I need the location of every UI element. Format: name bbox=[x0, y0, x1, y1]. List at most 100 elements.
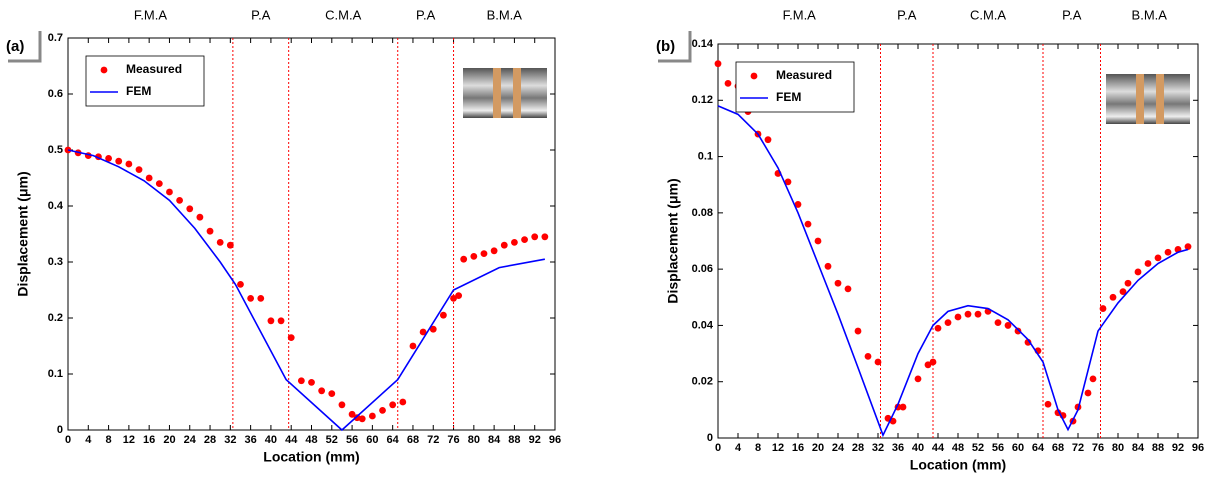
x-tick-label: 60 bbox=[1012, 442, 1024, 454]
x-tick-label: 72 bbox=[427, 434, 439, 446]
x-tick-label: 8 bbox=[106, 434, 112, 446]
data-point bbox=[1089, 375, 1097, 383]
data-point bbox=[511, 239, 518, 246]
panel-bracket bbox=[658, 31, 692, 63]
data-point bbox=[328, 390, 336, 397]
data-point bbox=[1154, 254, 1162, 262]
data-point bbox=[714, 60, 722, 68]
data-point bbox=[297, 377, 305, 385]
data-point bbox=[1164, 248, 1172, 256]
x-tick-label: 64 bbox=[387, 434, 400, 446]
x-tick-label: 92 bbox=[1172, 442, 1184, 454]
region-label: F.M.A bbox=[134, 7, 168, 22]
y-tick-label: 0.1 bbox=[48, 368, 63, 380]
x-tick-label: 20 bbox=[812, 442, 824, 454]
x-tick-label: 28 bbox=[852, 442, 864, 454]
legend-marker bbox=[100, 66, 108, 74]
data-point bbox=[944, 319, 952, 327]
data-point bbox=[1134, 268, 1142, 276]
y-tick-label: 0.1 bbox=[698, 150, 713, 162]
data-point bbox=[267, 317, 275, 325]
x-tick-label: 80 bbox=[468, 434, 480, 446]
x-tick-label: 16 bbox=[792, 442, 804, 454]
data-point bbox=[480, 250, 488, 257]
data-point bbox=[994, 319, 1002, 327]
x-tick-label: 8 bbox=[755, 442, 761, 454]
data-point bbox=[724, 80, 732, 87]
data-point bbox=[954, 313, 962, 321]
data-point bbox=[864, 352, 872, 360]
data-point bbox=[135, 166, 143, 174]
data-point bbox=[490, 247, 498, 255]
data-point bbox=[277, 317, 285, 325]
y-tick-label: 0.06 bbox=[692, 263, 713, 275]
data-point bbox=[1044, 400, 1052, 408]
panel: (b)0 4 8 12 16 20 24 28 32 36 40 44 48 52 56 60 64 68 72 76… bbox=[656, 7, 1204, 472]
x-tick-label: 40 bbox=[265, 434, 277, 446]
data-point bbox=[358, 415, 366, 423]
inset-bearing bbox=[1156, 74, 1164, 124]
data-point bbox=[368, 412, 376, 420]
data-point bbox=[784, 178, 792, 186]
y-tick-label: 0.5 bbox=[48, 144, 63, 156]
data-point bbox=[460, 255, 468, 263]
region-label: B.M.A bbox=[487, 7, 523, 22]
legend-label: Measured bbox=[776, 68, 832, 82]
data-point bbox=[125, 160, 133, 168]
x-tick-label: 48 bbox=[305, 434, 317, 446]
data-point bbox=[934, 324, 942, 332]
x-tick-label: 56 bbox=[346, 434, 358, 446]
data-point bbox=[166, 188, 173, 196]
data-point bbox=[1014, 327, 1022, 335]
data-point bbox=[379, 407, 386, 414]
region-label: B.M.A bbox=[1132, 7, 1168, 22]
x-tick-label: 88 bbox=[1152, 442, 1164, 454]
region-label: F.M.A bbox=[783, 7, 817, 22]
data-point bbox=[764, 136, 772, 144]
x-tick-label: 12 bbox=[123, 434, 135, 446]
x-tick-label: 32 bbox=[224, 434, 236, 446]
data-point bbox=[834, 279, 842, 287]
y-tick-label: 0 bbox=[57, 424, 63, 436]
data-point bbox=[115, 157, 123, 165]
data-point bbox=[804, 220, 812, 228]
x-tick-label: 0 bbox=[65, 434, 71, 446]
data-point bbox=[929, 358, 937, 366]
legend-marker bbox=[750, 72, 758, 80]
x-axis-title: Location (mm) bbox=[910, 457, 1006, 473]
x-tick-label: 64 bbox=[1032, 442, 1045, 454]
data-point bbox=[429, 325, 437, 333]
y-tick-label: 0.04 bbox=[692, 319, 714, 331]
data-point bbox=[470, 253, 478, 260]
data-point bbox=[409, 342, 417, 350]
x-tick-label: 96 bbox=[549, 434, 561, 446]
region-label: P.A bbox=[1062, 7, 1082, 22]
legend-label: FEM bbox=[126, 84, 151, 98]
y-tick-label: 0 bbox=[707, 432, 713, 444]
data-point bbox=[1184, 243, 1192, 251]
x-tick-label: 76 bbox=[447, 434, 459, 446]
data-point bbox=[854, 327, 862, 335]
data-point bbox=[399, 398, 407, 406]
data-point bbox=[1109, 293, 1117, 301]
x-tick-label: 36 bbox=[245, 434, 257, 446]
data-point bbox=[176, 197, 184, 204]
x-tick-label: 76 bbox=[1092, 442, 1104, 454]
region-label: C.M.A bbox=[325, 7, 361, 22]
data-point bbox=[257, 295, 265, 302]
data-point bbox=[924, 361, 932, 369]
panel-bracket bbox=[8, 31, 42, 63]
y-tick-label: 0.6 bbox=[48, 88, 63, 100]
data-point bbox=[226, 241, 234, 249]
panel-label: (b) bbox=[656, 38, 675, 55]
data-point bbox=[964, 310, 972, 318]
data-point bbox=[824, 262, 832, 270]
y-tick-label: 0.4 bbox=[48, 200, 64, 212]
x-tick-label: 16 bbox=[143, 434, 155, 446]
data-point bbox=[1119, 288, 1127, 296]
data-point bbox=[455, 292, 463, 299]
data-point bbox=[155, 180, 163, 188]
data-point bbox=[196, 213, 204, 221]
x-tick-label: 68 bbox=[1052, 442, 1064, 454]
